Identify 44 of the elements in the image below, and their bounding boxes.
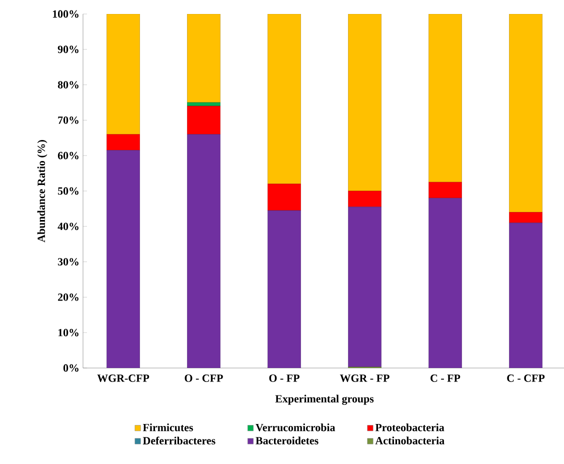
bar (348, 190, 382, 208)
x-tick-label: WGR-CFP (97, 374, 150, 382)
bar (509, 212, 542, 224)
y-tick-label: 20% (58, 293, 78, 301)
bar (509, 222, 542, 368)
y-tick-label: 90% (58, 46, 78, 54)
x-tick-label: O - FP (269, 374, 300, 382)
x-tick-label: WGR - FP (340, 374, 390, 382)
bar (187, 14, 220, 103)
y-axis-title: Abundance Ratio (%) (37, 140, 48, 242)
legend-label: Deferribacteres (142, 436, 216, 444)
x-tick-label: O - CFP (184, 374, 223, 382)
bar (268, 184, 301, 211)
y-tick-label: 40% (58, 222, 78, 230)
y-tick-label: 30% (58, 258, 78, 266)
bar (348, 14, 382, 192)
bar (428, 198, 462, 368)
legend-label: Proteobacteria (375, 424, 444, 432)
bar (187, 102, 220, 106)
bar (106, 134, 140, 150)
x-axis-title: Experimental groups (275, 394, 374, 405)
y-tick-label: 10% (58, 328, 78, 336)
bar (187, 106, 220, 135)
legend-label: Bacteroidetes (256, 436, 318, 444)
bar (348, 206, 382, 368)
x-tick-label: C - FP (430, 374, 460, 382)
y-tick-label: 70% (58, 116, 78, 124)
y-tick-label: 100% (52, 10, 78, 18)
bar (428, 14, 462, 182)
legend-label: Verrucomicrobia (256, 424, 336, 432)
legend-label: Firmicutes (142, 424, 194, 432)
bar (106, 150, 140, 368)
bar (106, 14, 140, 135)
y-tick-label: 0% (63, 364, 78, 372)
y-tick-label: 80% (58, 81, 78, 89)
x-tick-label: C - CFP (507, 374, 545, 382)
legend-label: Actinobacteria (375, 436, 444, 444)
bar (428, 182, 462, 198)
bar (509, 14, 542, 212)
y-tick-label: 60% (58, 152, 78, 160)
bar (268, 14, 301, 184)
bar (268, 210, 301, 368)
y-tick-label: 50% (58, 187, 78, 195)
bar (187, 134, 220, 368)
